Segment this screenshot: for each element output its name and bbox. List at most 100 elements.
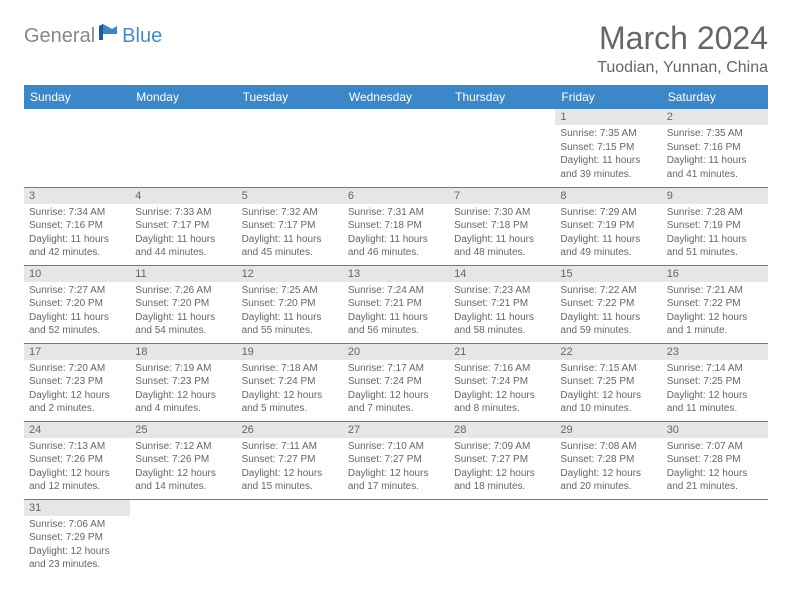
day-content: Sunrise: 7:31 AMSunset: 7:18 PMDaylight:…: [343, 204, 449, 264]
day-sunrise: Sunrise: 7:21 AM: [667, 284, 763, 298]
day-number: 4: [130, 188, 236, 204]
day-sunrise: Sunrise: 7:12 AM: [135, 440, 231, 454]
calendar-day-cell: [449, 499, 555, 577]
calendar-day-cell: 1Sunrise: 7:35 AMSunset: 7:15 PMDaylight…: [555, 109, 661, 187]
calendar-day-cell: 26Sunrise: 7:11 AMSunset: 7:27 PMDayligh…: [237, 421, 343, 499]
day-sunrise: Sunrise: 7:24 AM: [348, 284, 444, 298]
day-sunset: Sunset: 7:26 PM: [29, 453, 125, 467]
calendar-day-cell: 2Sunrise: 7:35 AMSunset: 7:16 PMDaylight…: [662, 109, 768, 187]
calendar-day-cell: 12Sunrise: 7:25 AMSunset: 7:20 PMDayligh…: [237, 265, 343, 343]
day-sunset: Sunset: 7:23 PM: [29, 375, 125, 389]
day-sunset: Sunset: 7:21 PM: [348, 297, 444, 311]
calendar-week-row: 1Sunrise: 7:35 AMSunset: 7:15 PMDaylight…: [24, 109, 768, 187]
day-daylight: Daylight: 12 hours and 23 minutes.: [29, 545, 125, 572]
day-daylight: Daylight: 11 hours and 56 minutes.: [348, 311, 444, 338]
calendar-day-cell: 17Sunrise: 7:20 AMSunset: 7:23 PMDayligh…: [24, 343, 130, 421]
location: Tuodian, Yunnan, China: [597, 59, 768, 77]
calendar-body: 1Sunrise: 7:35 AMSunset: 7:15 PMDaylight…: [24, 109, 768, 577]
calendar-day-cell: [24, 109, 130, 187]
logo: General Blue: [24, 24, 162, 49]
day-number: 21: [449, 344, 555, 360]
day-sunrise: Sunrise: 7:20 AM: [29, 362, 125, 376]
day-number: 30: [662, 422, 768, 438]
day-sunset: Sunset: 7:22 PM: [667, 297, 763, 311]
day-sunset: Sunset: 7:27 PM: [242, 453, 338, 467]
day-daylight: Daylight: 12 hours and 21 minutes.: [667, 467, 763, 494]
day-daylight: Daylight: 11 hours and 52 minutes.: [29, 311, 125, 338]
day-sunset: Sunset: 7:20 PM: [135, 297, 231, 311]
day-sunset: Sunset: 7:27 PM: [454, 453, 550, 467]
calendar-day-cell: 7Sunrise: 7:30 AMSunset: 7:18 PMDaylight…: [449, 187, 555, 265]
day-sunrise: Sunrise: 7:06 AM: [29, 518, 125, 532]
calendar-day-cell: 3Sunrise: 7:34 AMSunset: 7:16 PMDaylight…: [24, 187, 130, 265]
day-daylight: Daylight: 11 hours and 55 minutes.: [242, 311, 338, 338]
day-daylight: Daylight: 12 hours and 10 minutes.: [560, 389, 656, 416]
weekday-header: Thursday: [449, 85, 555, 109]
flag-icon: [99, 24, 119, 45]
logo-text-general: General: [24, 25, 95, 48]
day-number: 24: [24, 422, 130, 438]
day-sunrise: Sunrise: 7:15 AM: [560, 362, 656, 376]
day-daylight: Daylight: 12 hours and 8 minutes.: [454, 389, 550, 416]
calendar-day-cell: 16Sunrise: 7:21 AMSunset: 7:22 PMDayligh…: [662, 265, 768, 343]
day-content: Sunrise: 7:10 AMSunset: 7:27 PMDaylight:…: [343, 438, 449, 498]
calendar-day-cell: 23Sunrise: 7:14 AMSunset: 7:25 PMDayligh…: [662, 343, 768, 421]
calendar-day-cell: [237, 109, 343, 187]
calendar-week-row: 31Sunrise: 7:06 AMSunset: 7:29 PMDayligh…: [24, 499, 768, 577]
day-sunrise: Sunrise: 7:23 AM: [454, 284, 550, 298]
day-sunset: Sunset: 7:15 PM: [560, 141, 656, 155]
day-sunset: Sunset: 7:26 PM: [135, 453, 231, 467]
day-content: Sunrise: 7:29 AMSunset: 7:19 PMDaylight:…: [555, 204, 661, 264]
day-sunset: Sunset: 7:17 PM: [135, 219, 231, 233]
day-daylight: Daylight: 12 hours and 7 minutes.: [348, 389, 444, 416]
calendar-day-cell: [343, 499, 449, 577]
day-sunset: Sunset: 7:16 PM: [29, 219, 125, 233]
day-sunrise: Sunrise: 7:08 AM: [560, 440, 656, 454]
day-sunrise: Sunrise: 7:13 AM: [29, 440, 125, 454]
day-sunset: Sunset: 7:20 PM: [242, 297, 338, 311]
day-sunrise: Sunrise: 7:25 AM: [242, 284, 338, 298]
logo-text-blue: Blue: [122, 25, 162, 48]
day-number: 3: [24, 188, 130, 204]
day-number: 31: [24, 500, 130, 516]
day-content: Sunrise: 7:07 AMSunset: 7:28 PMDaylight:…: [662, 438, 768, 498]
day-sunrise: Sunrise: 7:34 AM: [29, 206, 125, 220]
weekday-header-row: SundayMondayTuesdayWednesdayThursdayFrid…: [24, 85, 768, 109]
day-daylight: Daylight: 12 hours and 1 minute.: [667, 311, 763, 338]
day-sunset: Sunset: 7:25 PM: [667, 375, 763, 389]
day-content: Sunrise: 7:12 AMSunset: 7:26 PMDaylight:…: [130, 438, 236, 498]
day-content: Sunrise: 7:14 AMSunset: 7:25 PMDaylight:…: [662, 360, 768, 420]
calendar-day-cell: 29Sunrise: 7:08 AMSunset: 7:28 PMDayligh…: [555, 421, 661, 499]
day-number: 10: [24, 266, 130, 282]
calendar-day-cell: 27Sunrise: 7:10 AMSunset: 7:27 PMDayligh…: [343, 421, 449, 499]
day-content: Sunrise: 7:18 AMSunset: 7:24 PMDaylight:…: [237, 360, 343, 420]
day-content: Sunrise: 7:27 AMSunset: 7:20 PMDaylight:…: [24, 282, 130, 342]
day-sunrise: Sunrise: 7:35 AM: [560, 127, 656, 141]
day-number: 26: [237, 422, 343, 438]
day-content: Sunrise: 7:21 AMSunset: 7:22 PMDaylight:…: [662, 282, 768, 342]
day-number: 15: [555, 266, 661, 282]
day-number: 19: [237, 344, 343, 360]
day-content: Sunrise: 7:24 AMSunset: 7:21 PMDaylight:…: [343, 282, 449, 342]
day-daylight: Daylight: 12 hours and 4 minutes.: [135, 389, 231, 416]
day-sunrise: Sunrise: 7:29 AM: [560, 206, 656, 220]
calendar-day-cell: 11Sunrise: 7:26 AMSunset: 7:20 PMDayligh…: [130, 265, 236, 343]
calendar-day-cell: 18Sunrise: 7:19 AMSunset: 7:23 PMDayligh…: [130, 343, 236, 421]
day-daylight: Daylight: 12 hours and 15 minutes.: [242, 467, 338, 494]
day-number: 2: [662, 109, 768, 125]
title-block: March 2024 Tuodian, Yunnan, China: [597, 20, 768, 77]
day-sunset: Sunset: 7:16 PM: [667, 141, 763, 155]
day-sunrise: Sunrise: 7:33 AM: [135, 206, 231, 220]
day-daylight: Daylight: 12 hours and 20 minutes.: [560, 467, 656, 494]
day-daylight: Daylight: 12 hours and 12 minutes.: [29, 467, 125, 494]
day-sunset: Sunset: 7:17 PM: [242, 219, 338, 233]
day-number: 9: [662, 188, 768, 204]
weekday-header: Saturday: [662, 85, 768, 109]
day-number: 8: [555, 188, 661, 204]
day-content: Sunrise: 7:09 AMSunset: 7:27 PMDaylight:…: [449, 438, 555, 498]
day-number: 11: [130, 266, 236, 282]
day-sunset: Sunset: 7:28 PM: [560, 453, 656, 467]
day-daylight: Daylight: 12 hours and 14 minutes.: [135, 467, 231, 494]
day-daylight: Daylight: 12 hours and 5 minutes.: [242, 389, 338, 416]
day-sunset: Sunset: 7:22 PM: [560, 297, 656, 311]
